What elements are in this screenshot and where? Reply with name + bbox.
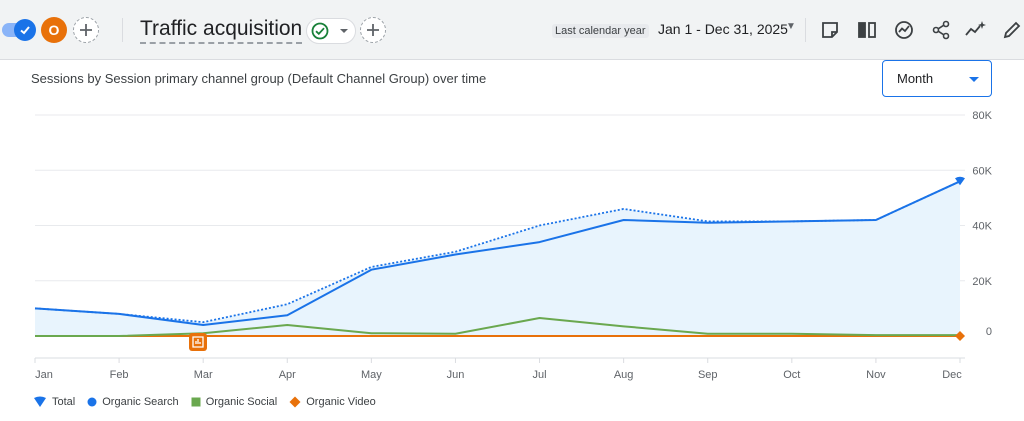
trend-sparkle-button[interactable] xyxy=(963,17,989,43)
x-tick-label: Aug xyxy=(614,369,634,381)
x-tick-label: Feb xyxy=(110,369,129,381)
top-toolbar: O Traffic acquisition Last calendar year… xyxy=(0,0,1024,60)
y-tick-label: 0 xyxy=(986,326,992,338)
toolbar-divider xyxy=(122,18,123,42)
x-tick-label: Oct xyxy=(783,369,800,381)
x-tick-label: Jul xyxy=(533,369,547,381)
total-end-marker xyxy=(955,176,965,186)
date-range-picker[interactable]: Jan 1 - Dec 31, 2025 xyxy=(658,21,788,37)
y-axis-ticks: 0 20K 40K 60K 80K xyxy=(972,110,992,338)
pencil-icon xyxy=(1003,21,1021,39)
annotation-marker[interactable] xyxy=(189,333,207,351)
legend-label: Organic Social xyxy=(205,396,278,408)
circle-marker-icon xyxy=(87,397,97,407)
total-area xyxy=(35,181,960,336)
legend-label: Organic Search xyxy=(102,396,179,408)
series-line-organic-social xyxy=(35,317,960,337)
x-tick-label: Dec xyxy=(942,369,962,381)
granularity-select[interactable]: Month xyxy=(882,60,992,97)
add-filter-button[interactable] xyxy=(360,17,386,43)
trend-sparkle-icon xyxy=(965,21,986,36)
report-status-dropdown[interactable] xyxy=(306,18,356,44)
y-tick-label: 40K xyxy=(972,221,992,233)
edit-report-button[interactable] xyxy=(999,17,1024,43)
granularity-value: Month xyxy=(897,71,934,86)
x-tick-label: Apr xyxy=(279,369,296,381)
x-tick-label: May xyxy=(361,369,382,381)
y-tick-label: 20K xyxy=(972,276,992,288)
area-fill xyxy=(35,181,960,336)
series-line-total xyxy=(34,180,961,324)
check-circle-icon xyxy=(311,22,329,40)
caret-down-icon xyxy=(969,77,979,82)
plus-icon xyxy=(80,24,92,36)
annotation-button[interactable] xyxy=(817,17,843,43)
organic-video-end-marker xyxy=(955,331,965,341)
x-tick-label: Jan xyxy=(35,369,53,381)
date-range-caret-icon[interactable]: ▼ xyxy=(786,21,796,32)
chart-title: Sessions by Session primary channel grou… xyxy=(31,71,487,86)
diamond-marker-icon xyxy=(289,396,301,408)
share-icon xyxy=(932,20,950,40)
x-tick-label: Nov xyxy=(866,369,886,381)
y-tick-label: 80K xyxy=(972,110,992,122)
legend-item-organic-video[interactable]: Organic Video xyxy=(289,396,376,408)
sessions-line-chart[interactable]: 0 20K 40K 60K 80K Jan Feb Mar Apr May Jun Jul Aug Se… xyxy=(0,100,1024,390)
note-icon xyxy=(822,22,838,38)
total-marker-icon xyxy=(34,396,46,407)
check-icon xyxy=(14,19,36,41)
comparison-avatar[interactable]: O xyxy=(41,17,67,43)
y-tick-label: 60K xyxy=(972,165,992,177)
x-axis-ticks: Jan Feb Mar Apr May Jun Jul Aug Sep Oct Nov Dec xyxy=(34,358,962,381)
caret-down-icon xyxy=(340,29,348,33)
legend-label: Organic Video xyxy=(306,396,376,408)
x-tick-label: Sep xyxy=(698,369,718,381)
legend-item-total[interactable]: Total xyxy=(33,396,75,408)
insights-icon xyxy=(895,21,913,39)
compare-button[interactable] xyxy=(854,17,880,43)
square-marker-icon xyxy=(191,397,201,407)
compare-columns-icon xyxy=(858,22,876,38)
x-tick-label: Jun xyxy=(447,369,465,381)
page-title[interactable]: Traffic acquisition xyxy=(140,16,303,44)
legend-item-organic-search[interactable]: Organic Search xyxy=(87,396,179,408)
date-range-label: Last calendar year xyxy=(552,24,649,38)
legend-label: Total xyxy=(52,396,76,408)
share-button[interactable] xyxy=(928,17,954,43)
comparison-toggle[interactable] xyxy=(2,18,36,42)
annotation-icon xyxy=(192,336,204,348)
series-markers xyxy=(955,176,965,341)
chart-legend: Total Organic Search Organic Social Orga… xyxy=(33,396,388,408)
x-tick-label: Mar xyxy=(194,369,213,381)
toolbar-divider xyxy=(805,18,806,42)
legend-item-organic-social[interactable]: Organic Social xyxy=(191,396,278,408)
plus-icon xyxy=(367,24,379,36)
insights-button[interactable] xyxy=(891,17,917,43)
add-comparison-button[interactable] xyxy=(73,17,99,43)
